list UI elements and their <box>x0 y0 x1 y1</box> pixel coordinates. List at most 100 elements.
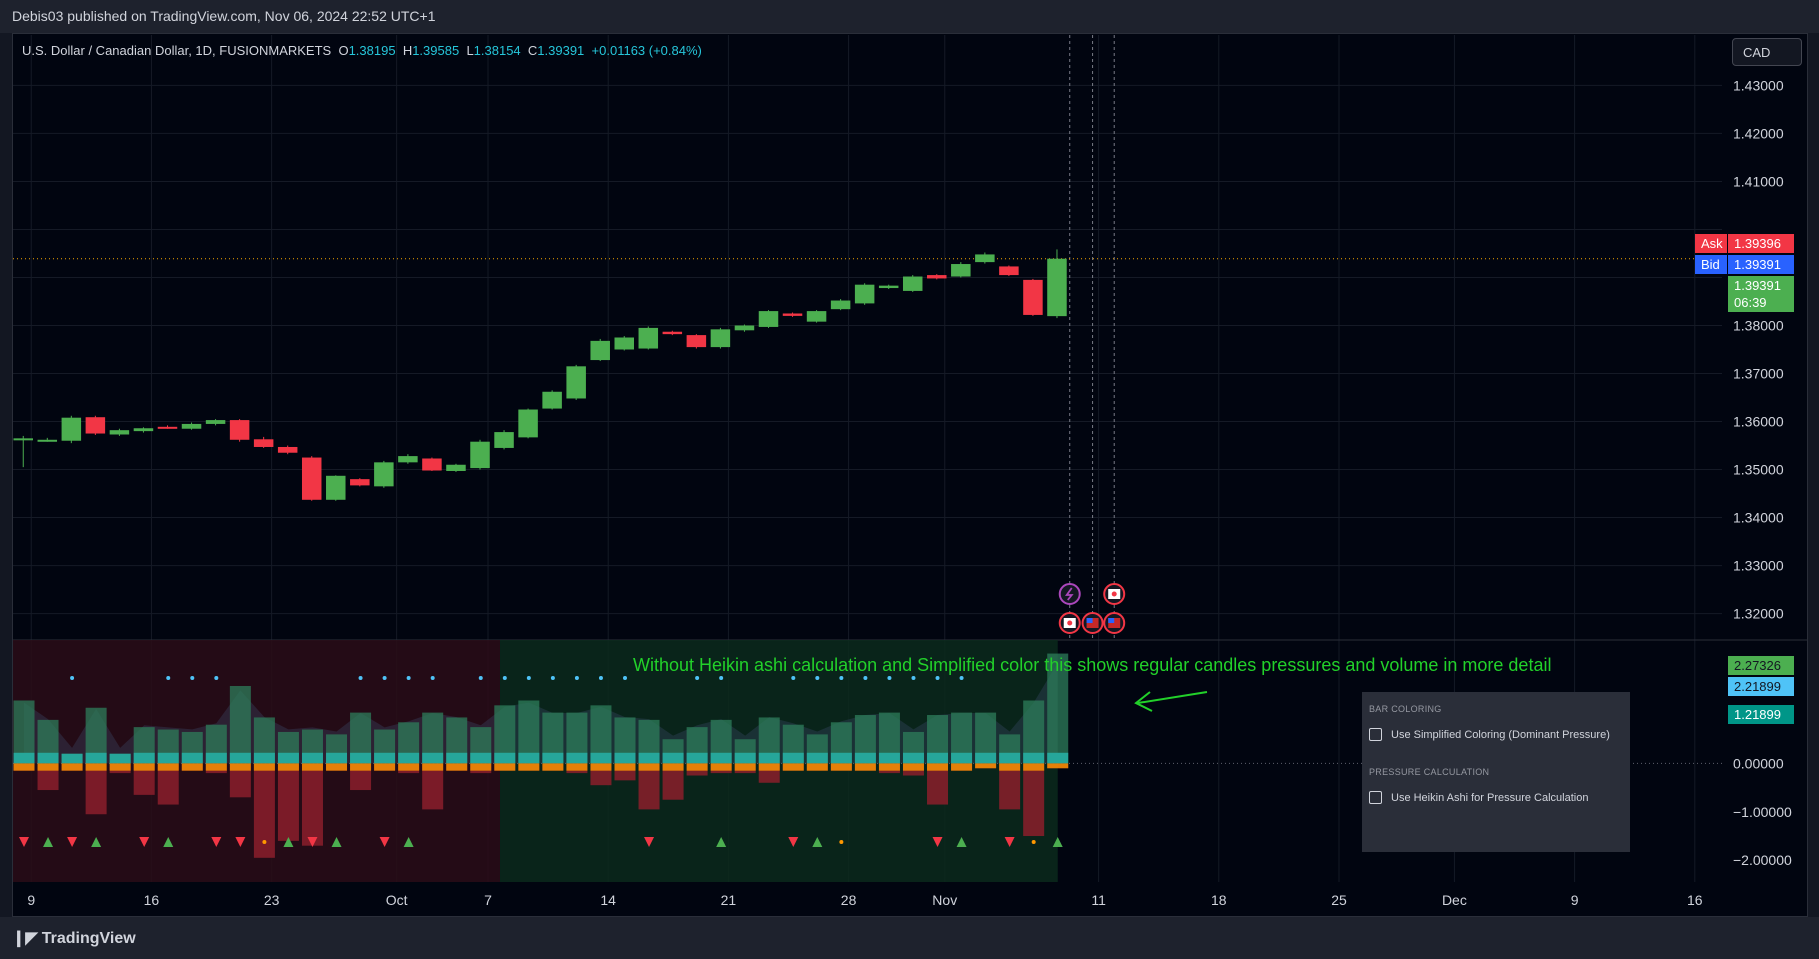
symbol-legend[interactable]: U.S. Dollar / Canadian Dollar, 1D, FUSIO… <box>22 43 702 58</box>
sell-pressure-bar <box>253 763 275 858</box>
buy-pressure-bar <box>1047 653 1069 764</box>
candle-up <box>374 462 394 487</box>
signal-dot <box>959 676 964 680</box>
sell-volume-bar <box>734 763 756 771</box>
simplified-coloring-option[interactable]: Use Simplified Coloring (Dominant Pressu… <box>1369 728 1623 741</box>
candle-up <box>109 430 130 435</box>
sell-pressure-bar <box>157 763 179 805</box>
candle-up <box>518 409 538 438</box>
candle-up <box>494 432 514 448</box>
candle-up <box>13 438 33 441</box>
sell-volume-bar <box>205 763 227 771</box>
sell-volume-bar <box>13 763 35 771</box>
time-axis-label: 25 <box>1331 892 1347 908</box>
signal-dot <box>574 676 579 680</box>
buy-pressure-bar <box>518 700 540 764</box>
lightning-event-icon <box>1058 583 1081 605</box>
candle-up <box>398 456 418 463</box>
buy-volume-bar <box>566 752 588 764</box>
sell-signal-triangle <box>139 837 150 847</box>
time-axis-label: 9 <box>1571 892 1579 908</box>
candle-down <box>229 420 250 440</box>
heikin-ashi-option[interactable]: Use Heikin Ashi for Pressure Calculation <box>1369 791 1623 804</box>
sell-volume-bar <box>1023 763 1045 771</box>
buy-pressure-bar <box>1023 700 1045 764</box>
sell-pressure-bar <box>85 763 107 815</box>
buy-volume-bar <box>374 752 396 764</box>
oscillator-axis-label: −2.00000 <box>1733 852 1792 868</box>
price-axis-label: 1.42000 <box>1733 125 1784 141</box>
buy-pressure-bar <box>13 700 35 764</box>
sell-pressure-bar <box>301 763 323 846</box>
signal-dot <box>598 676 603 680</box>
oscillator-axis-label: 0.00000 <box>1733 755 1784 771</box>
sell-signal-triangle <box>235 837 246 847</box>
buy-pressure-bar <box>566 712 588 764</box>
annotation-text: Without Heikin ashi calculation and Simp… <box>633 655 1552 675</box>
candle-down <box>686 335 707 348</box>
oscillator-value-2: 2.21899 <box>1728 677 1794 696</box>
buy-pressure-bar <box>878 712 900 764</box>
buy-signal-triangle <box>163 837 174 847</box>
high-value: 1.39585 <box>412 43 460 58</box>
buy-signal-triangle <box>812 837 823 847</box>
heikin-ashi-checkbox[interactable] <box>1369 791 1382 804</box>
tradingview-logo[interactable]: ❙◤ TradingView <box>12 928 136 948</box>
price-axis-label: 1.34000 <box>1733 510 1784 526</box>
currency-button[interactable]: CAD <box>1732 38 1802 66</box>
buy-pressure-bar <box>350 712 372 764</box>
sell-volume-bar <box>374 763 396 771</box>
sell-volume-bar <box>61 763 83 771</box>
sell-volume-bar <box>301 763 323 771</box>
bar-countdown: 06:39 <box>1734 295 1767 310</box>
buy-signal-triangle <box>956 837 967 847</box>
signal-dot <box>550 676 555 680</box>
buy-volume-bar <box>542 752 564 764</box>
buy-pressure-bar <box>446 717 468 764</box>
close-label: C <box>527 43 538 58</box>
buy-volume-bar <box>229 752 251 764</box>
simplified-coloring-checkbox[interactable] <box>1369 728 1382 741</box>
buy-signal-triangle <box>716 837 727 847</box>
buy-volume-bar <box>205 752 227 764</box>
high-label: H <box>402 43 413 58</box>
sell-volume-bar <box>470 763 492 771</box>
sell-pressure-bar <box>999 763 1021 810</box>
candle-down <box>927 275 947 279</box>
buy-volume-bar <box>422 752 444 764</box>
candle-up <box>470 441 490 469</box>
buy-pressure-bar <box>229 685 251 764</box>
symbol-name: U.S. Dollar / Canadian Dollar, 1D, FUSIO… <box>22 43 332 58</box>
neutral-signal-dot <box>839 840 844 844</box>
signal-dot <box>430 676 435 680</box>
candle-up <box>542 391 562 409</box>
change-value: +0.01163 (+0.84%) <box>591 43 702 58</box>
price-axis-label: 1.37000 <box>1733 366 1784 382</box>
candle-down <box>253 439 274 447</box>
bid-price-badge: 1.39391 <box>1728 255 1794 274</box>
buy-volume-bar <box>614 752 636 764</box>
candle-down <box>350 479 370 486</box>
signal-dot <box>623 676 627 680</box>
sell-volume-bar <box>85 763 107 771</box>
oscillator-axis-label: −1.00000 <box>1733 804 1792 820</box>
signal-dot <box>526 676 531 680</box>
signal-dot <box>911 676 916 680</box>
close-value: 1.39391 <box>537 43 585 58</box>
maple-leaf-mark <box>1111 591 1117 597</box>
open-value: 1.38195 <box>348 43 396 58</box>
buy-signal-triangle <box>283 837 294 847</box>
sell-volume-bar <box>1047 763 1069 769</box>
candle-up <box>638 327 659 349</box>
bar-coloring-heading: BAR COLORING <box>1369 704 1442 714</box>
candle-up <box>951 264 971 277</box>
buy-volume-bar <box>13 752 35 764</box>
candle-up <box>590 340 610 361</box>
candle-down <box>277 446 298 453</box>
heikin-ashi-label: Use Heikin Ashi for Pressure Calculation <box>1391 791 1589 804</box>
buy-signal-triangle <box>43 837 54 847</box>
signal-dot <box>166 676 171 680</box>
candle-down <box>999 266 1019 276</box>
buy-pressure-bar <box>975 712 997 764</box>
